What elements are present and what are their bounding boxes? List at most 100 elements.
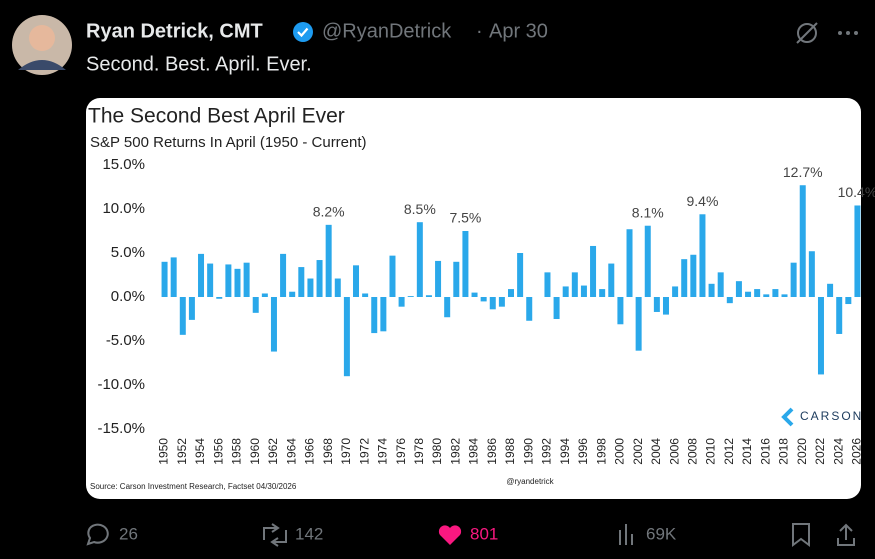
bar: [471, 292, 478, 297]
bar: [508, 289, 514, 297]
retweet-icon[interactable]: [263, 523, 287, 547]
y-tick-label: 0.0%: [111, 288, 145, 305]
bar: [416, 222, 423, 297]
bar: [188, 297, 195, 320]
bar: [489, 297, 496, 310]
bar: [553, 297, 560, 319]
source: Source: Carson Investment Research, Fact…: [90, 482, 297, 491]
bar: [362, 293, 369, 297]
watermark: @ryandetrick: [506, 477, 554, 486]
bar: [608, 263, 615, 297]
x-tick-label: 1980: [430, 438, 444, 465]
bar: [580, 285, 587, 297]
x-tick-label: 1986: [485, 438, 499, 465]
bar: [836, 297, 843, 334]
bar: [735, 281, 742, 297]
bar: [380, 297, 387, 332]
x-tick-label: 2022: [813, 438, 827, 465]
x-tick-label: 1962: [266, 438, 280, 465]
x-tick-label: 2018: [777, 438, 791, 465]
bar: [353, 265, 360, 297]
bar: [498, 297, 505, 307]
value-label: 8.2%: [313, 204, 345, 220]
share-icon[interactable]: [837, 523, 855, 546]
tweet-text: Second. Best. April. Ever.: [86, 53, 312, 75]
bar: [845, 297, 852, 305]
x-tick-label: 1966: [303, 438, 317, 465]
x-tick-label: 2002: [631, 438, 645, 465]
bar: [635, 297, 642, 351]
bar: [854, 205, 861, 297]
bar: [307, 278, 314, 297]
x-tick-label: 1992: [540, 438, 554, 465]
bar: [517, 253, 524, 297]
bar: [644, 225, 651, 297]
bar: [745, 291, 752, 297]
chart-title: The Second Best April Ever: [88, 105, 345, 128]
bar: [425, 295, 432, 297]
chart-card[interactable]: [86, 98, 861, 499]
bar: [544, 272, 551, 297]
x-tick-label: 1996: [576, 438, 590, 465]
more-icon[interactable]: [838, 31, 858, 35]
bar: [325, 224, 332, 297]
x-tick-label: 1988: [503, 438, 517, 465]
bar: [161, 261, 168, 297]
x-tick-label: 2008: [686, 438, 700, 465]
x-tick-label: 1994: [558, 438, 572, 465]
logo: CARSON: [800, 409, 863, 423]
retweet-count: 142: [295, 524, 323, 543]
bar: [690, 254, 697, 297]
value-label: 10.4%: [838, 184, 875, 200]
x-tick-label: 2000: [613, 438, 627, 465]
grok-icon[interactable]: [797, 23, 817, 43]
like-icon[interactable]: [438, 525, 462, 545]
bar: [717, 272, 724, 297]
reply-icon[interactable]: [86, 523, 109, 546]
value-label: 8.5%: [404, 201, 436, 217]
views-icon[interactable]: [619, 524, 633, 545]
verified-badge: [293, 22, 313, 42]
x-tick-label: 2010: [704, 438, 718, 465]
handle[interactable]: @RyanDetrick: [322, 20, 452, 42]
bar: [179, 297, 186, 335]
bar: [662, 297, 669, 315]
chart-subtitle: S&P 500 Returns In April (1950 - Current…: [90, 134, 367, 151]
x-tick-label: 1972: [357, 438, 371, 465]
bar: [808, 251, 815, 297]
x-tick-label: 1956: [211, 438, 225, 465]
bar: [225, 264, 232, 297]
reply-count: 26: [119, 524, 138, 543]
x-tick-label: 1970: [339, 438, 353, 465]
bar: [562, 286, 569, 297]
x-tick-label: 1998: [594, 438, 608, 465]
bar: [371, 297, 378, 334]
bar: [617, 297, 624, 325]
bar: [653, 297, 660, 312]
like-count: 801: [470, 524, 498, 543]
bar: [216, 297, 223, 299]
bar: [280, 253, 287, 297]
bar: [453, 261, 460, 297]
author-name[interactable]: Ryan Detrick, CMT: [86, 20, 263, 42]
date[interactable]: Apr 30: [489, 20, 548, 42]
x-tick-label: 1960: [248, 438, 262, 465]
bar: [398, 297, 405, 307]
value-label: 8.1%: [632, 204, 664, 220]
bar: [252, 297, 259, 313]
x-tick-label: 1968: [321, 438, 335, 465]
bar: [289, 291, 296, 297]
value-label: 7.5%: [449, 210, 481, 226]
x-tick-label: 1982: [448, 438, 462, 465]
bar: [763, 294, 770, 297]
x-tick-label: 2004: [649, 438, 663, 465]
bar: [726, 297, 733, 304]
x-tick-label: 2014: [740, 438, 754, 465]
y-tick-label: 5.0%: [111, 244, 145, 261]
bar: [526, 297, 533, 321]
bar: [407, 296, 414, 297]
bookmark-icon[interactable]: [792, 523, 810, 547]
bar: [571, 272, 578, 297]
x-tick-label: 1984: [467, 438, 481, 465]
